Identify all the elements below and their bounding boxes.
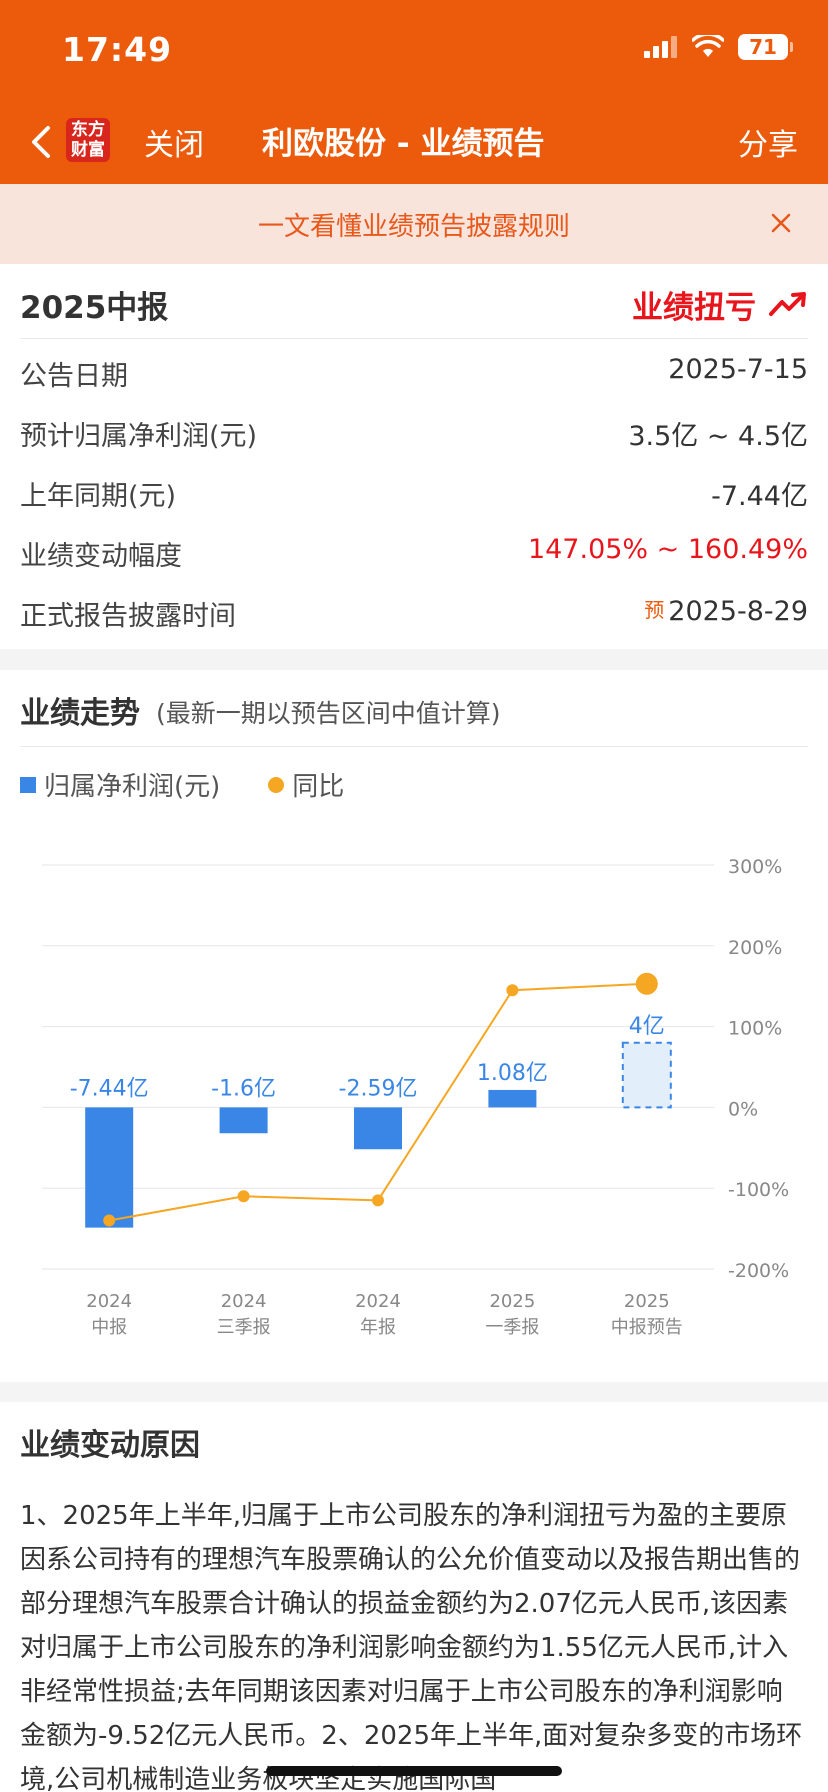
bar <box>488 1089 537 1108</box>
top-bar: 17:49 71 东方 财富 关闭 利欧股份 - 业绩预告 分享 <box>0 0 828 184</box>
trend-title: 业绩走势 <box>20 696 140 731</box>
share-button[interactable]: 分享 <box>738 128 798 163</box>
yoy-point <box>635 972 658 995</box>
x-tick-label: 2024 <box>355 1291 401 1312</box>
trend-card: 业绩走势 (最新一期以预告区间中值计算) 归属净利润(元) 同比 300% 200… <box>0 670 828 1382</box>
bar <box>219 1107 268 1134</box>
bar-value-label: -1.6亿 <box>211 1076 276 1101</box>
bar-value-label: 4亿 <box>629 1014 665 1039</box>
trend-chart: 300% 200% 100% 0% -100% -200% -7.44亿 2024 中报 -1.6… <box>42 856 789 1338</box>
reason-text: 1、2025年上半年,归属于上市公司股东的净利润扭亏为盈的主要原因系公司持有的理… <box>20 1501 803 1792</box>
row-net-profit: 预计归属净利润(元) 3.5亿 ~ 4.5亿 <box>20 414 808 454</box>
close-icon[interactable] <box>764 206 798 240</box>
status-icons: 71 <box>644 34 793 60</box>
reason-title: 业绩变动原因 <box>20 1428 200 1463</box>
status-badge: 业绩扭亏 <box>632 290 756 326</box>
wifi-icon <box>692 35 724 57</box>
x-tick-label: 中报预告 <box>611 1317 683 1338</box>
row-announce-date: 公告日期 2025-7-15 <box>20 354 808 394</box>
y-tick-label: 100% <box>728 1018 782 1040</box>
status-time: 17:49 <box>62 30 173 69</box>
legend-line-swatch <box>268 776 285 793</box>
legend-bar-label: 归属净利润(元) <box>44 772 221 802</box>
x-tick-label: 年报 <box>360 1317 396 1338</box>
yoy-point <box>237 1190 250 1203</box>
row-label: 业绩变动幅度 <box>20 541 182 572</box>
x-tick-label: 2024 <box>221 1291 267 1312</box>
bar-value-label: -7.44亿 <box>70 1076 149 1101</box>
notice-banner[interactable]: 一文看懂业绩预告披露规则 <box>0 184 828 264</box>
row-label: 公告日期 <box>20 361 128 392</box>
divider <box>20 338 808 339</box>
logo-line2: 财富 <box>71 140 105 160</box>
x-tick-label: 一季报 <box>485 1317 539 1338</box>
y-tick-label: -200% <box>728 1260 789 1282</box>
signal-icon <box>644 36 677 58</box>
bar-value-label: 1.08亿 <box>477 1061 548 1086</box>
y-tick-label: -100% <box>728 1179 789 1201</box>
home-indicator <box>266 1766 562 1776</box>
divider <box>20 746 808 747</box>
trend-up-icon <box>769 292 806 316</box>
chart-legend: 归属净利润(元) 同比 <box>20 766 344 803</box>
x-tick-label: 2024 <box>86 1291 132 1312</box>
logo-line1: 东方 <box>71 120 105 140</box>
row-change-range: 业绩变动幅度 147.05% ~ 160.49% <box>20 534 808 574</box>
page-title: 利欧股份 - 业绩预告 <box>262 126 545 162</box>
legend-bar-swatch <box>20 776 36 793</box>
row-value: -7.44亿 <box>711 481 808 512</box>
y-tick-label: 0% <box>728 1098 758 1120</box>
trend-subtitle: (最新一期以预告区间中值计算) <box>156 699 501 728</box>
row-report-date: 正式报告披露时间 预 2025-8-29 <box>20 594 808 634</box>
summary-card: 2025中报 业绩扭亏 公告日期 2025-7-15 预计归属净利润(元) 3.… <box>0 264 828 649</box>
battery-icon: 71 <box>738 34 793 60</box>
bar <box>85 1107 134 1228</box>
notice-link[interactable]: 一文看懂业绩预告披露规则 <box>257 212 570 242</box>
y-tick-label: 300% <box>728 856 782 878</box>
report-period: 2025中报 <box>20 290 169 326</box>
row-last-year: 上年同期(元) -7.44亿 <box>20 474 808 514</box>
bar-value-label: -2.59亿 <box>339 1076 418 1101</box>
legend-line-label: 同比 <box>292 772 345 802</box>
row-label: 预计归属净利润(元) <box>20 421 258 452</box>
x-tick-label: 2025 <box>624 1291 670 1312</box>
row-value-text: 2025-8-29 <box>668 596 808 627</box>
row-value: 2025-7-15 <box>668 354 808 385</box>
x-tick-label: 2025 <box>489 1291 535 1312</box>
row-label: 上年同期(元) <box>20 481 177 512</box>
row-value: 147.05% ~ 160.49% <box>527 534 808 565</box>
y-tick-label: 200% <box>728 937 782 959</box>
x-tick-label: 三季报 <box>217 1317 271 1338</box>
row-value: 预 2025-8-29 <box>644 594 808 627</box>
yoy-point <box>506 984 519 997</box>
back-arrow-icon[interactable] <box>24 118 60 166</box>
yoy-point <box>372 1194 384 1207</box>
forecast-tag: 预 <box>644 598 665 622</box>
row-value: 3.5亿 ~ 4.5亿 <box>628 421 808 452</box>
yoy-line <box>109 982 647 1222</box>
bar <box>354 1107 402 1150</box>
row-label: 正式报告披露时间 <box>20 601 236 632</box>
reason-card: 业绩变动原因 1、2025年上半年,归属于上市公司股东的净利润扭亏为盈的主要原因… <box>0 1402 828 1792</box>
app-logo: 东方 财富 <box>66 118 110 162</box>
yoy-point <box>103 1214 116 1227</box>
close-button[interactable]: 关闭 <box>144 128 204 163</box>
bar-forecast <box>621 1041 672 1109</box>
x-tick-label: 中报 <box>91 1317 127 1338</box>
